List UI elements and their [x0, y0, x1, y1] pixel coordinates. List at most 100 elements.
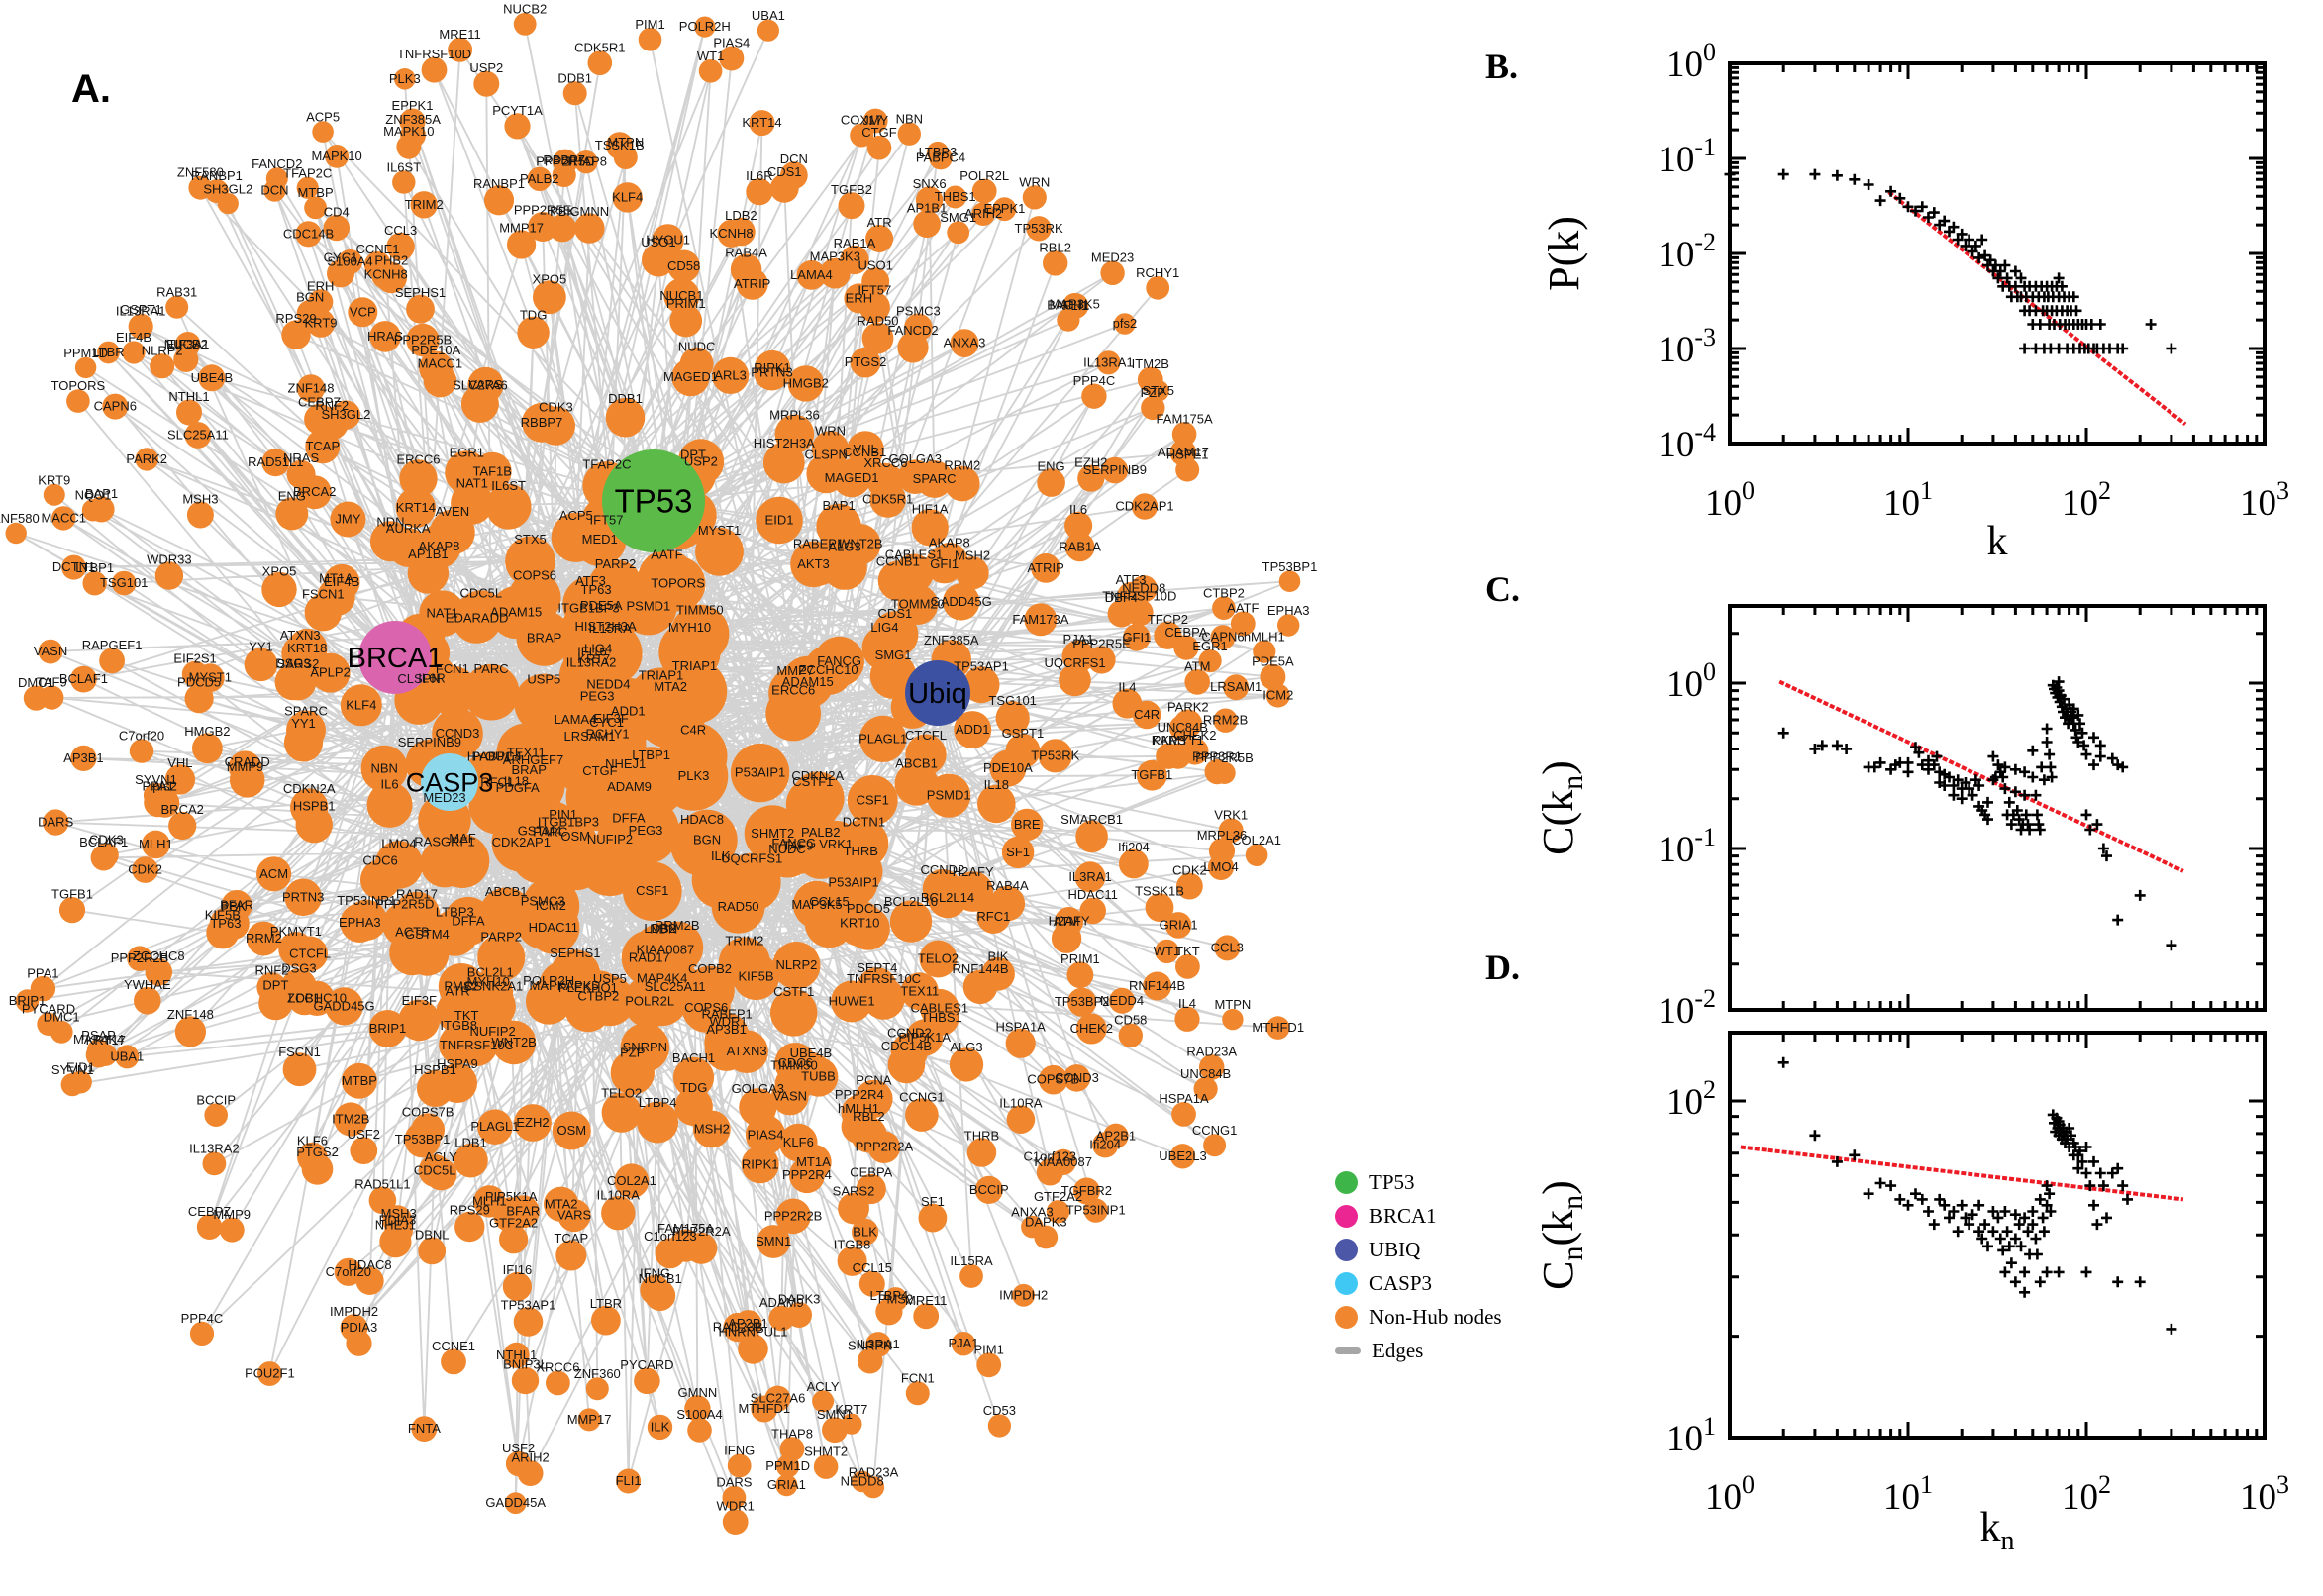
- network-node: [58, 897, 86, 924]
- network-node: [454, 1211, 485, 1243]
- network-node-label: EGR1: [450, 445, 484, 459]
- network-node-label: IL15RA: [589, 621, 633, 636]
- network-node-label: EIF4B: [116, 330, 152, 345]
- network-node-label: GSTM4: [405, 927, 450, 942]
- network-node-label: GMNN: [678, 1385, 718, 1400]
- network-node-label: SPARC: [284, 704, 328, 719]
- network-node: [325, 987, 363, 1026]
- network-node: [953, 871, 994, 912]
- network-node-label: TP53RK: [1015, 221, 1063, 236]
- network-node-label: LTBP3: [436, 904, 474, 919]
- network-node-label: NHEJ1: [605, 756, 646, 771]
- network-node-label: MAGED1: [663, 369, 718, 384]
- network-node-label: TIMM50: [676, 602, 724, 617]
- network-node-label: LAMA4: [555, 712, 597, 727]
- network-node-label: HNRNPUL1: [718, 1325, 787, 1340]
- network-node-label: ZNF360: [574, 1366, 621, 1381]
- panel-c-label: C.: [1485, 569, 1520, 609]
- network-node-label: SNX6: [913, 176, 947, 191]
- network-node: [66, 389, 90, 413]
- network-node-label: CCND3: [436, 726, 480, 741]
- network-node-label: SMG1: [940, 210, 976, 225]
- network-node-label: GOLGA3: [732, 1081, 784, 1096]
- network-node: [637, 921, 694, 979]
- network-node: [1181, 738, 1209, 765]
- network-node-label: KCNH8: [364, 267, 408, 282]
- network-node-label: HSPA9: [437, 1056, 478, 1071]
- network-node: [398, 999, 441, 1042]
- network-node: [774, 1043, 817, 1084]
- network-node-label: MAP3K3: [810, 249, 860, 264]
- network-node-label: KRT7: [577, 651, 610, 666]
- network-node-label: ADAM15: [782, 674, 834, 689]
- network-node: [483, 185, 515, 216]
- network-node-label: KRT17: [86, 1033, 126, 1047]
- legend-item-casp3: CASP3: [1335, 1271, 1502, 1295]
- network-node: [1277, 614, 1300, 637]
- network-node-label: TGFB1: [1131, 767, 1172, 782]
- network-node: [5, 522, 27, 545]
- network-node-label: ITGB1BP3: [557, 601, 619, 616]
- network-node-label: WDR1: [709, 1014, 747, 1029]
- network-node-label: PPP2R2B: [764, 1208, 823, 1223]
- network-node: [889, 900, 933, 943]
- network-node-label: APLP2: [310, 665, 350, 680]
- network-node-label: AURKA: [386, 521, 431, 536]
- network-node: [317, 577, 355, 617]
- legend-item-brca1: BRCA1: [1335, 1204, 1502, 1228]
- network-node-label: PZP: [1141, 385, 1165, 400]
- network-node-label: MLH1: [139, 837, 173, 851]
- panel-c-plot: 100 10-1 10-2 C(kn​): [1534, 604, 2267, 1032]
- network-node: [1043, 250, 1068, 276]
- network-node: [1012, 1283, 1036, 1307]
- network-node-label: PEG3: [580, 689, 615, 704]
- network-node-label: CD4: [324, 205, 350, 220]
- network-node: [1154, 621, 1182, 649]
- legend-item-label: CASP3: [1369, 1270, 1433, 1295]
- network-node-label: EIF3F: [402, 993, 437, 1008]
- network-node-label: hMLH1: [1244, 629, 1285, 644]
- network-node-label: IL13RA2: [189, 1141, 240, 1155]
- network-node-label: RFC1: [976, 909, 1010, 924]
- network-node: [722, 852, 781, 912]
- network-node-label: HDAC8: [680, 812, 724, 827]
- network-node-label: CDK5R1: [862, 492, 913, 507]
- network-node: [806, 453, 846, 494]
- network-node-label: MMP17: [567, 1412, 612, 1427]
- network-node-label: RANBP1: [191, 168, 243, 183]
- network-node-label: CTGF: [582, 763, 617, 778]
- network-node: [1114, 313, 1136, 335]
- network-node-label: EIF2S1: [173, 650, 216, 665]
- network-node: [128, 314, 153, 340]
- network-node: [491, 1020, 537, 1065]
- network-node-label: CDK3: [539, 399, 573, 414]
- network-node-label: NAT1: [456, 475, 488, 490]
- network-node: [1245, 844, 1268, 866]
- network-node: [862, 977, 905, 1020]
- network-node-label: PIP5K1A: [485, 1189, 538, 1204]
- network-node-label: MTPN: [1214, 997, 1251, 1012]
- network-node: [129, 739, 154, 763]
- network-node: [369, 521, 411, 562]
- network-node: [790, 541, 837, 588]
- network-node-label: OSM: [556, 1123, 586, 1138]
- hub-node-brca1: [358, 621, 432, 694]
- network-node-label: PRTN3: [751, 364, 792, 379]
- network-node-label: TP53INP1: [337, 893, 396, 908]
- legend-dot-icon: [1335, 1271, 1358, 1295]
- network-node: [448, 37, 473, 62]
- network-node: [949, 1047, 984, 1082]
- network-node-label: DBNL: [415, 1228, 450, 1243]
- network-node: [340, 1314, 368, 1342]
- network-node-label: CLSPN: [397, 671, 440, 686]
- network-node-label: LTBR: [92, 345, 124, 359]
- network-node-label: MAP3K5: [791, 897, 842, 912]
- network-node-label: GFI1: [1122, 630, 1151, 645]
- network-node: [918, 1203, 948, 1233]
- network-node-label: ERH: [307, 279, 334, 294]
- network-node-label: PPM1D: [63, 346, 108, 360]
- network-node: [754, 349, 791, 387]
- network-node-label: FANCG: [771, 836, 816, 850]
- network-node-label: KLF6: [297, 1133, 328, 1147]
- network-node: [60, 1073, 84, 1097]
